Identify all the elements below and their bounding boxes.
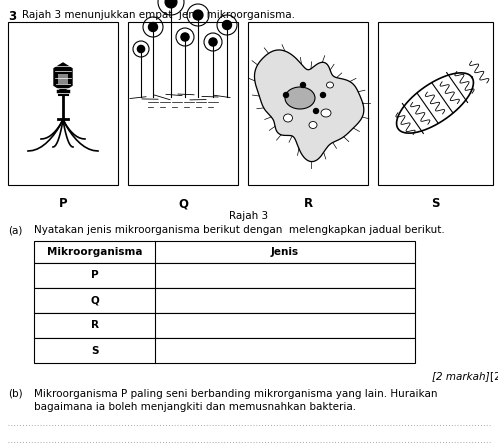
Text: P: P [59,197,67,210]
Text: 3: 3 [8,10,16,23]
Text: S: S [91,346,98,355]
Text: (a): (a) [8,225,22,235]
Circle shape [148,23,157,31]
Bar [248,22,368,185]
Circle shape [209,38,217,46]
Ellipse shape [285,87,315,109]
Text: R: R [303,197,313,210]
Bar [8,22,118,185]
Text: [2: [2 [490,371,498,381]
Bar [34,338,415,363]
Text: S: S [431,197,439,210]
Bar [34,313,415,338]
Polygon shape [254,50,364,162]
Circle shape [283,93,288,97]
Ellipse shape [309,121,317,128]
Circle shape [300,82,305,88]
Text: Rajah 3: Rajah 3 [230,211,268,221]
Bar [34,241,415,263]
Text: Rajah 3 menunjukkan empat  jenis mikroorganisma.: Rajah 3 menunjukkan empat jenis mikroorg… [22,10,295,20]
Circle shape [193,10,203,20]
Circle shape [137,45,144,53]
Circle shape [314,109,319,113]
Polygon shape [396,73,474,133]
Text: bagaimana ia boleh menjangkiti dan memusnahkan bakteria.: bagaimana ia boleh menjangkiti dan memus… [34,402,356,412]
Bar [34,288,415,313]
Bar [34,263,415,288]
Polygon shape [54,63,72,91]
Text: Mikroorganisma: Mikroorganisma [47,247,142,257]
Ellipse shape [321,109,331,117]
Circle shape [321,93,326,97]
Text: [2 markah]: [2 markah] [432,371,490,381]
Ellipse shape [327,82,334,88]
Bar [378,22,493,185]
Text: R: R [91,320,99,330]
Circle shape [181,33,189,41]
Text: Q: Q [90,295,99,306]
Text: (b): (b) [8,389,22,399]
Text: Nyatakan jenis mikroorganisma berikut dengan  melengkapkan jadual berikut.: Nyatakan jenis mikroorganisma berikut de… [34,225,445,235]
Text: Jenis: Jenis [271,247,299,257]
Text: P: P [91,271,98,280]
Bar [128,22,238,185]
Ellipse shape [283,114,292,122]
Text: Mikroorganisma P paling seni berbanding mikrorganisma yang lain. Huraikan: Mikroorganisma P paling seni berbanding … [34,389,438,399]
Text: Q: Q [178,197,188,210]
Bar [58,74,68,84]
Circle shape [165,0,177,8]
Circle shape [223,20,232,30]
